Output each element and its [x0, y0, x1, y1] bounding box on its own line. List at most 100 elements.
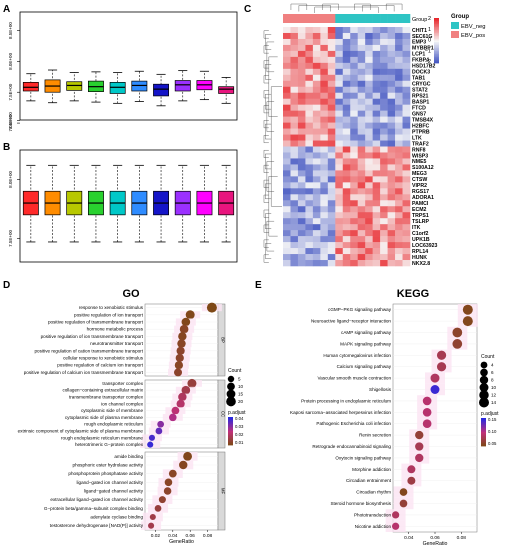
gene-label: WISP3: [412, 153, 428, 159]
row-dendrogram: [265, 34, 272, 50]
heatmap-cell: [365, 80, 373, 88]
panel-d-title: GO: [122, 288, 140, 300]
term-label: ion channel complex: [101, 401, 144, 406]
heatmap-cell: [387, 122, 396, 129]
facet-strip: [217, 379, 226, 449]
size-legend-dot: [227, 382, 235, 391]
gene-label: HSD17B2: [412, 64, 435, 70]
gene-label: S100A12: [412, 165, 434, 171]
heatmap-cell: [387, 44, 396, 52]
color-scale-segment: [434, 34, 439, 37]
gene-label: TSLRP: [412, 219, 430, 225]
heatmap-cell: [312, 62, 321, 70]
heatmap-cell: [283, 200, 291, 207]
heatmap-cell: [283, 80, 291, 88]
row-dendrogram: [265, 213, 272, 229]
heatmap-cell: [312, 50, 321, 58]
gene-label: RPL14: [412, 249, 428, 255]
size-legend-label: 10: [491, 385, 497, 390]
heatmap-cell: [297, 50, 306, 58]
row-dendrogram: [263, 75, 269, 84]
heatmap-cell: [312, 170, 321, 177]
heatmap-cell: [380, 152, 388, 159]
dot: [452, 339, 463, 349]
heatmap-cell: [290, 230, 299, 237]
dot: [174, 368, 183, 377]
heatmap-cell: [305, 68, 314, 76]
heatmap-cell: [365, 164, 373, 171]
size-legend-label: 6: [491, 370, 494, 375]
heatmap-cell: [335, 116, 344, 123]
heatmap-cell: [357, 242, 366, 249]
heatmap-cell: [402, 218, 411, 225]
color-legend-segment: [481, 418, 486, 420]
heatmap-cell: [365, 38, 373, 46]
heatmap-cell: [372, 92, 381, 99]
heatmap-cell: [395, 164, 403, 171]
x-tick-label: 0.06: [430, 535, 440, 541]
dot: [164, 478, 173, 487]
heatmap-cell: [357, 92, 366, 99]
row-dendrogram: [263, 194, 269, 203]
heatmap-cell: [335, 38, 344, 46]
heatmap-cell: [283, 56, 291, 64]
row-dendrogram: [263, 60, 269, 69]
heatmap-cell: [320, 122, 329, 129]
term-label: cGMP−PKG signaling pathway: [328, 307, 392, 312]
heatmap-cell: [305, 146, 314, 153]
color-scale-segment: [434, 58, 439, 61]
heatmap-cell: [320, 158, 329, 165]
heatmap-cell: [402, 230, 411, 237]
term-label: extrinsic component of cytoplasmic side …: [18, 429, 144, 434]
size-legend-dot: [479, 397, 489, 408]
heatmap-cell: [357, 176, 366, 183]
heatmap-cell: [297, 44, 306, 52]
heatmap-cell: [365, 224, 373, 231]
gene-label: SEC61G: [412, 34, 432, 40]
gene-label: PTPRB: [412, 129, 430, 135]
heatmap-cell: [357, 248, 366, 255]
row-dendrogram: [263, 164, 269, 173]
heatmap-cell: [283, 248, 291, 255]
column-dendrogram: [290, 3, 308, 10]
heatmap-cell: [283, 206, 291, 213]
heatmap-cell: [305, 260, 314, 267]
heatmap-cell: [350, 80, 359, 88]
heatmap-cell: [380, 170, 388, 177]
group-bar-cell: [387, 14, 396, 23]
heatmap-cell: [290, 182, 299, 189]
row-dendrogram: [268, 176, 278, 237]
heatmap-cell: [290, 254, 299, 261]
heatmap-cell: [297, 74, 306, 82]
dot: [163, 487, 172, 495]
heatmap-cell: [297, 170, 306, 177]
dot: [407, 476, 416, 485]
row-dendrogram: [265, 243, 272, 259]
heatmap-cell: [402, 158, 411, 165]
heatmap-cell: [365, 44, 373, 52]
row-dendrogram: [263, 105, 269, 114]
heatmap-cell: [402, 170, 411, 177]
heatmap-cell: [365, 206, 373, 213]
gene-label: RNF8: [412, 147, 426, 153]
heatmap-cell: [327, 164, 336, 171]
heatmap-cell: [305, 200, 314, 207]
heatmap-cell: [342, 27, 351, 34]
heatmap-cell: [283, 182, 291, 189]
term-label: adenylate cyclase binding: [90, 515, 143, 520]
heatmap-cell: [372, 176, 381, 183]
heatmap-cell: [395, 44, 403, 52]
heatmap-cell: [335, 32, 344, 40]
heatmap-cell: [305, 230, 314, 237]
size-legend-label: 8: [491, 378, 494, 383]
heatmap-cell: [312, 164, 321, 171]
heatmap-cell: [335, 56, 344, 64]
heatmap-cell: [350, 128, 359, 135]
heatmap-cell: [402, 50, 411, 58]
heatmap-cell: [283, 68, 291, 76]
heatmap-cell: [395, 50, 403, 58]
heatmap-cell: [387, 128, 396, 135]
panel-b-boxplot: 7.5E+00 8.0E+00 8.5E+00: [8, 112, 238, 263]
heatmap-cell: [350, 62, 359, 70]
